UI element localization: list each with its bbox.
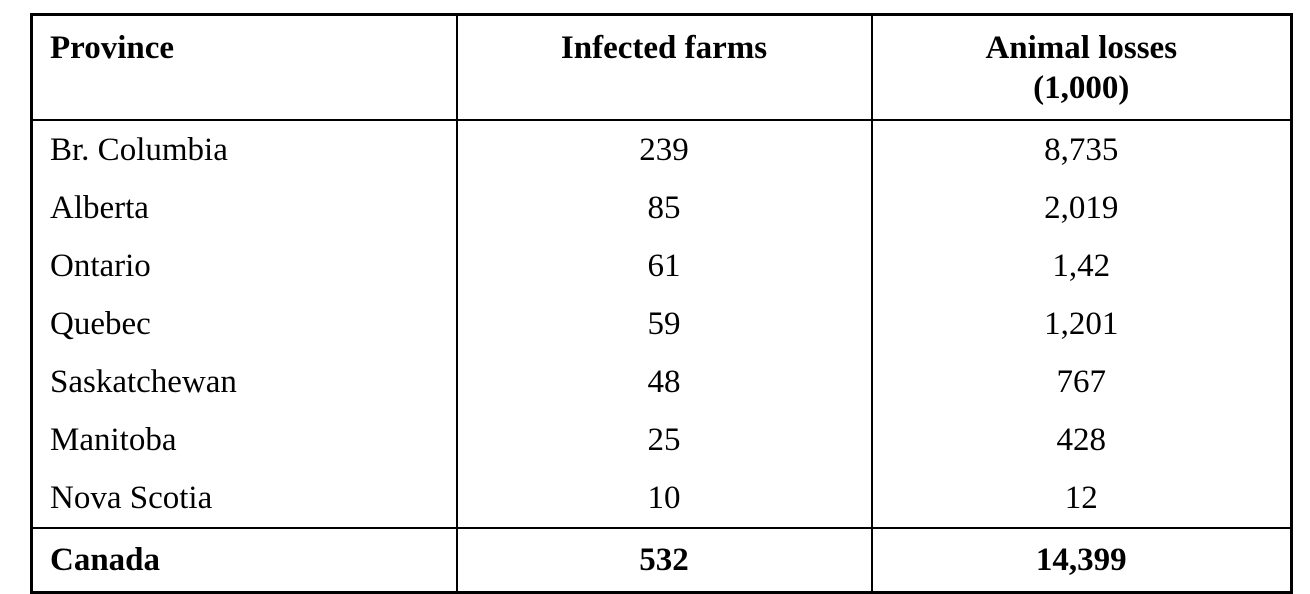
total-animal-losses-cell: 14,399 (871, 527, 1292, 593)
infected-farms-table: Province Infected farms Animal losses (1… (30, 13, 1293, 594)
animal-losses-cell: 12 (1064, 479, 1098, 516)
infected-farms-cell: 239 (455, 120, 873, 179)
total-row: Canada 532 14,399 (31, 527, 1292, 593)
header-animal-losses: Animal losses (1,000) (871, 14, 1292, 121)
header-infected-farms: Infected farms (455, 14, 873, 121)
province-cell: Quebec (50, 305, 151, 342)
province-cell: Alberta (50, 189, 149, 226)
province-cell: Nova Scotia (50, 479, 213, 516)
infected-farms-cell: 25 (455, 411, 873, 469)
table-row: Saskatchewan 48 767 (32, 353, 1292, 411)
infected-farms-cell: 48 (455, 353, 873, 411)
infected-farms-cell: 10 (455, 469, 873, 528)
animal-losses-cell: 428 (1056, 421, 1107, 458)
province-cell: Manitoba (50, 421, 177, 458)
animal-losses-cell: 1,42 (1052, 247, 1111, 284)
infected-farms-cell: 61 (455, 237, 873, 295)
table-row: Quebec 59 1,201 (32, 295, 1292, 353)
header-province: Province (31, 14, 457, 121)
table-row: Nova Scotia 10 12 (32, 469, 1292, 528)
header-animal-losses-line1: Animal losses (985, 30, 1178, 66)
animal-losses-cell: 1,201 (1044, 305, 1119, 342)
table-row: Alberta 85 2,019 (32, 179, 1292, 237)
province-cell: Saskatchewan (50, 363, 237, 400)
table-row: Manitoba 25 428 (32, 411, 1292, 469)
province-cell: Br. Columbia (50, 131, 228, 168)
infected-farms-cell: 85 (455, 179, 873, 237)
table-row: Ontario 61 1,42 (32, 237, 1292, 295)
header-animal-losses-line2: (1,000) (1033, 70, 1130, 107)
animal-losses-cell: 8,735 (1044, 131, 1119, 168)
total-province-cell: Canada (31, 527, 457, 593)
header-row: Province Infected farms Animal losses (1… (31, 14, 1292, 121)
animal-losses-cell: 767 (1056, 363, 1107, 400)
province-cell: Ontario (50, 247, 151, 284)
animal-losses-cell: 2,019 (1044, 189, 1119, 226)
total-infected-farms-cell: 532 (455, 527, 873, 593)
table-row: Br. Columbia 239 8,735 (32, 120, 1292, 179)
infected-farms-cell: 59 (455, 295, 873, 353)
